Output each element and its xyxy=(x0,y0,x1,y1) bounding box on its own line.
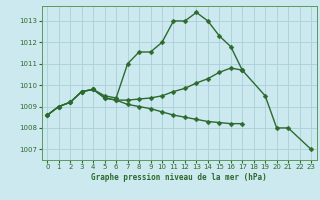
X-axis label: Graphe pression niveau de la mer (hPa): Graphe pression niveau de la mer (hPa) xyxy=(91,173,267,182)
